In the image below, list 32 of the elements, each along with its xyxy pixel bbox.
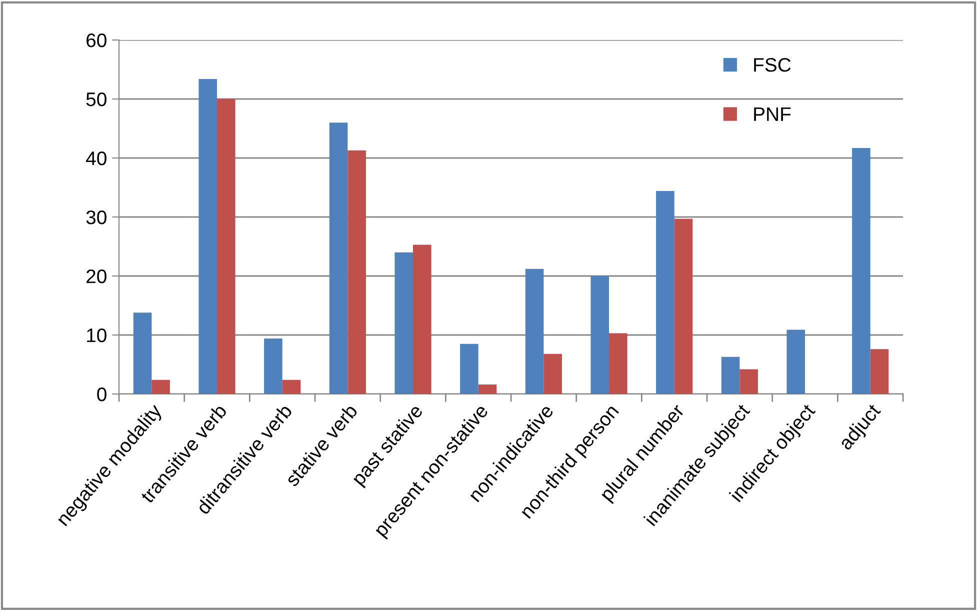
y-tick-label: 0 xyxy=(97,387,106,402)
bar xyxy=(413,244,432,394)
bar xyxy=(348,150,366,394)
bar xyxy=(544,354,562,394)
bar xyxy=(870,349,889,394)
bar xyxy=(590,276,609,394)
y-tick-label: 60 xyxy=(86,33,106,48)
legend-label: PNF xyxy=(754,107,791,121)
y-tick-label: 50 xyxy=(86,92,106,106)
bar xyxy=(656,191,674,394)
bar xyxy=(674,218,693,394)
bar xyxy=(264,338,282,394)
bar xyxy=(460,344,478,394)
y-tick-label: 10 xyxy=(87,328,106,342)
y-tick-label: 40 xyxy=(86,151,106,166)
bar xyxy=(525,268,544,394)
bar xyxy=(721,356,740,394)
bar xyxy=(282,380,301,394)
bar xyxy=(786,330,805,394)
bar xyxy=(609,333,628,394)
y-tick-label: 30 xyxy=(86,210,106,224)
bar xyxy=(478,384,497,394)
bar xyxy=(394,252,413,394)
y-tick-label: 20 xyxy=(86,269,106,284)
bar xyxy=(329,122,348,394)
bar xyxy=(133,312,152,394)
bar xyxy=(852,148,870,394)
bar xyxy=(152,380,170,394)
bar xyxy=(740,369,758,394)
legend-label: FSC xyxy=(754,58,791,72)
bar xyxy=(217,99,236,394)
bar xyxy=(198,78,217,394)
